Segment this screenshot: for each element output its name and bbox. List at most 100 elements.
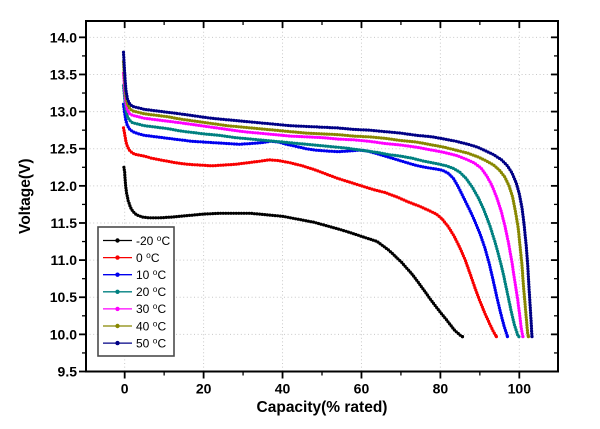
data-point xyxy=(174,215,179,219)
data-point xyxy=(493,192,497,196)
legend-entry: 30 ⁰C xyxy=(103,302,166,316)
data-point xyxy=(276,214,280,218)
data-point xyxy=(292,134,296,138)
data-point xyxy=(172,116,176,120)
data-point xyxy=(416,133,420,138)
data-point xyxy=(180,214,184,218)
data-point xyxy=(131,109,135,113)
data-point xyxy=(122,61,126,65)
data-point xyxy=(211,164,215,168)
data-point xyxy=(174,128,178,132)
data-point xyxy=(164,215,168,219)
data-point xyxy=(235,129,239,133)
data-point xyxy=(503,175,507,179)
data-point xyxy=(251,137,255,141)
data-point xyxy=(193,213,197,217)
data-point xyxy=(124,188,128,193)
data-point xyxy=(318,144,322,148)
data-point xyxy=(131,105,136,109)
data-point xyxy=(493,286,497,290)
data-point xyxy=(396,143,400,147)
data-point xyxy=(255,160,259,164)
data-point xyxy=(525,326,529,330)
data-point xyxy=(245,161,249,165)
data-point xyxy=(237,125,241,129)
data-point xyxy=(331,145,335,149)
data-point xyxy=(134,152,138,157)
data-point xyxy=(258,131,263,135)
data-point xyxy=(195,119,200,124)
data-point xyxy=(480,238,484,242)
data-point xyxy=(350,181,354,185)
data-point xyxy=(161,126,165,130)
data-point xyxy=(416,145,420,150)
data-point xyxy=(463,259,468,263)
data-point xyxy=(186,130,191,134)
data-point xyxy=(423,134,428,138)
data-point xyxy=(351,127,355,131)
data-point xyxy=(209,116,213,120)
data-point xyxy=(294,124,298,128)
data-point xyxy=(401,159,405,164)
data-point xyxy=(137,132,141,136)
data-point xyxy=(309,131,313,135)
data-point xyxy=(271,122,275,126)
data-point xyxy=(175,116,179,121)
data-point xyxy=(374,129,378,133)
data-point xyxy=(121,50,126,54)
data-point xyxy=(370,140,374,144)
data-point xyxy=(439,163,443,167)
data-point xyxy=(122,68,127,72)
data-point xyxy=(142,154,146,158)
data-point xyxy=(150,117,154,121)
data-point xyxy=(507,244,511,248)
y-tick-label: 9.5 xyxy=(58,364,78,380)
data-point xyxy=(517,230,521,234)
series-markers xyxy=(121,126,498,339)
data-point xyxy=(208,121,212,125)
data-point xyxy=(467,207,471,211)
data-point xyxy=(372,129,376,133)
data-point xyxy=(512,323,517,327)
data-point xyxy=(488,224,492,228)
data-point xyxy=(122,55,126,60)
data-point xyxy=(136,106,141,110)
data-point xyxy=(354,232,358,237)
data-point xyxy=(317,132,321,136)
data-point xyxy=(470,278,474,282)
data-point xyxy=(355,147,359,152)
data-point xyxy=(517,235,521,239)
data-point xyxy=(474,288,478,292)
data-point xyxy=(411,145,415,149)
data-point xyxy=(508,249,512,254)
data-point xyxy=(207,132,211,136)
data-point xyxy=(447,138,451,142)
data-point xyxy=(500,267,504,271)
data-point xyxy=(527,287,531,292)
data-point xyxy=(149,134,153,138)
data-point xyxy=(490,275,495,280)
data-point xyxy=(473,221,478,225)
data-point xyxy=(125,144,129,148)
data-point xyxy=(523,230,527,235)
data-point xyxy=(338,133,342,137)
data-point xyxy=(260,212,264,216)
data-point xyxy=(124,120,128,124)
data-point xyxy=(406,144,410,148)
x-axis-title: Capacity(% rated) xyxy=(257,399,388,416)
data-point xyxy=(307,147,311,151)
data-point xyxy=(357,148,361,152)
data-point xyxy=(457,154,461,158)
data-point xyxy=(517,192,521,196)
data-point xyxy=(519,250,523,255)
data-point xyxy=(230,135,234,139)
data-point xyxy=(201,120,205,124)
data-point xyxy=(351,232,356,236)
data-point xyxy=(242,119,246,123)
data-point xyxy=(436,162,440,166)
data-point xyxy=(227,128,232,132)
data-point xyxy=(514,212,518,216)
data-point xyxy=(402,198,406,202)
data-point xyxy=(520,207,524,211)
data-point xyxy=(362,185,367,189)
